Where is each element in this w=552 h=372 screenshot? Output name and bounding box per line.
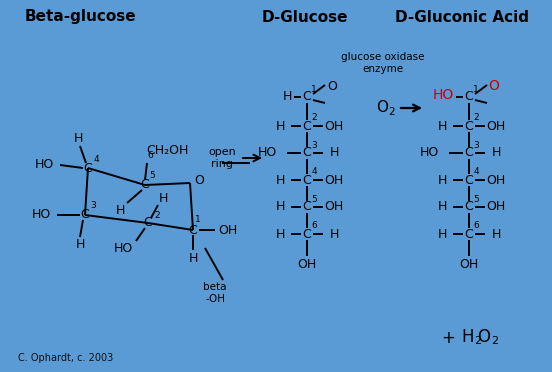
Text: H: H <box>75 238 84 251</box>
Text: OH: OH <box>486 173 506 186</box>
Text: H: H <box>462 328 474 346</box>
Text: C: C <box>465 147 474 160</box>
Text: O: O <box>477 328 491 346</box>
Text: 2: 2 <box>491 336 498 346</box>
Text: H: H <box>491 228 501 241</box>
Text: +: + <box>441 329 455 347</box>
Text: C: C <box>302 147 311 160</box>
Text: O: O <box>327 80 337 93</box>
Text: H: H <box>158 192 168 205</box>
Text: H: H <box>330 228 339 241</box>
Text: glucose oxidase
enzyme: glucose oxidase enzyme <box>341 52 424 74</box>
Text: C: C <box>144 217 152 230</box>
Text: C: C <box>189 224 198 237</box>
Text: C: C <box>302 173 311 186</box>
Text: C: C <box>465 228 474 241</box>
Text: 6: 6 <box>311 221 317 231</box>
Text: 2: 2 <box>474 336 481 346</box>
Text: OH: OH <box>325 201 344 214</box>
Text: HO: HO <box>31 208 51 221</box>
Text: C: C <box>465 90 474 103</box>
Text: 2: 2 <box>473 113 479 122</box>
Text: 6: 6 <box>473 221 479 231</box>
Text: 2: 2 <box>311 113 317 122</box>
Text: Beta-glucose: Beta-glucose <box>24 10 136 25</box>
Text: H: H <box>275 119 285 132</box>
Text: OH: OH <box>325 119 344 132</box>
Text: O: O <box>489 79 500 93</box>
Text: H: H <box>438 228 447 241</box>
Text: C: C <box>141 179 150 192</box>
Text: 3: 3 <box>473 141 479 150</box>
Text: C: C <box>465 173 474 186</box>
Text: 5: 5 <box>311 195 317 203</box>
Text: C: C <box>302 90 311 103</box>
Text: HO: HO <box>258 147 277 160</box>
Text: 4: 4 <box>473 167 479 176</box>
Text: 5: 5 <box>473 195 479 203</box>
Text: H: H <box>275 228 285 241</box>
Text: C: C <box>302 201 311 214</box>
Text: beta
-OH: beta -OH <box>203 282 227 304</box>
Text: 3: 3 <box>311 141 317 150</box>
Text: H: H <box>275 173 285 186</box>
Text: H: H <box>438 119 447 132</box>
Text: OH: OH <box>298 259 317 272</box>
Text: H: H <box>275 201 285 214</box>
Text: 1: 1 <box>311 84 317 93</box>
Text: HO: HO <box>432 88 454 102</box>
Text: C: C <box>302 228 311 241</box>
Text: C: C <box>81 208 89 221</box>
Text: H: H <box>282 90 291 103</box>
Text: OH: OH <box>459 259 479 272</box>
Text: 5: 5 <box>149 170 155 180</box>
Text: OH: OH <box>325 173 344 186</box>
Text: OH: OH <box>486 119 506 132</box>
Text: C: C <box>83 161 92 174</box>
Text: 6: 6 <box>147 151 153 160</box>
Text: H: H <box>188 251 198 264</box>
Text: H: H <box>438 201 447 214</box>
Text: open
ring: open ring <box>208 147 236 169</box>
Text: C: C <box>465 201 474 214</box>
Text: OH: OH <box>219 224 237 237</box>
Text: H: H <box>491 147 501 160</box>
Text: 2: 2 <box>154 211 160 219</box>
Text: 4: 4 <box>311 167 317 176</box>
Text: HO: HO <box>34 158 54 171</box>
Text: H: H <box>73 132 83 145</box>
Text: C. Ophardt, c. 2003: C. Ophardt, c. 2003 <box>18 353 113 363</box>
Text: C: C <box>302 119 311 132</box>
Text: 3: 3 <box>90 202 96 211</box>
Text: C: C <box>465 119 474 132</box>
Text: D-Gluconic Acid: D-Gluconic Acid <box>395 10 529 25</box>
Text: OH: OH <box>486 201 506 214</box>
Text: 4: 4 <box>93 154 99 164</box>
Text: H: H <box>330 147 339 160</box>
Text: 2: 2 <box>389 107 395 117</box>
Text: H: H <box>438 173 447 186</box>
Text: HO: HO <box>420 147 439 160</box>
Text: 1: 1 <box>195 215 201 224</box>
Text: 1: 1 <box>473 84 479 93</box>
Text: HO: HO <box>113 241 132 254</box>
Text: D-Glucose: D-Glucose <box>262 10 348 25</box>
Text: H: H <box>115 203 125 217</box>
Text: O: O <box>376 100 388 115</box>
Text: CH₂OH: CH₂OH <box>146 144 188 157</box>
Text: O: O <box>194 173 204 186</box>
